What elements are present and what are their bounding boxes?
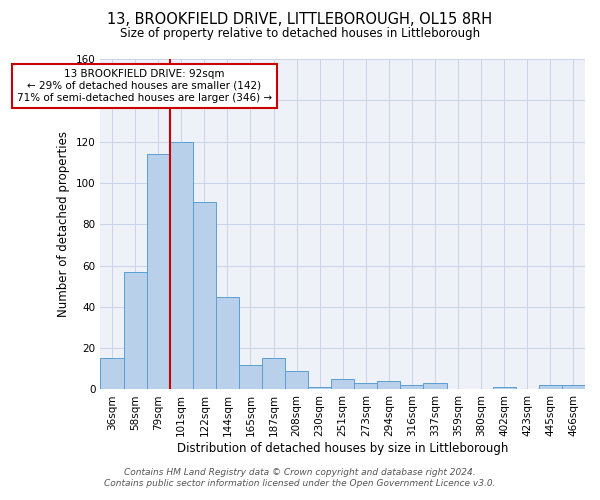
X-axis label: Distribution of detached houses by size in Littleborough: Distribution of detached houses by size … [177,442,508,455]
Bar [170,142,193,390]
Text: Size of property relative to detached houses in Littleborough: Size of property relative to detached ho… [120,28,480,40]
Bar [262,358,285,390]
Text: 13, BROOKFIELD DRIVE, LITTLEBOROUGH, OL15 8RH: 13, BROOKFIELD DRIVE, LITTLEBOROUGH, OL1… [107,12,493,28]
Text: 13 BROOKFIELD DRIVE: 92sqm
← 29% of detached houses are smaller (142)
71% of sem: 13 BROOKFIELD DRIVE: 92sqm ← 29% of deta… [17,70,272,102]
Bar [124,272,146,390]
Bar [239,364,262,390]
Y-axis label: Number of detached properties: Number of detached properties [58,131,70,317]
Bar [146,154,170,390]
Bar [285,371,308,390]
Bar [562,386,585,390]
Bar [539,386,562,390]
Bar [308,388,331,390]
Bar [193,202,216,390]
Bar [100,358,124,390]
Bar [377,381,400,390]
Bar [400,386,424,390]
Bar [216,296,239,390]
Bar [354,384,377,390]
Bar [331,379,354,390]
Bar [424,384,446,390]
Bar [493,388,516,390]
Text: Contains HM Land Registry data © Crown copyright and database right 2024.
Contai: Contains HM Land Registry data © Crown c… [104,468,496,487]
